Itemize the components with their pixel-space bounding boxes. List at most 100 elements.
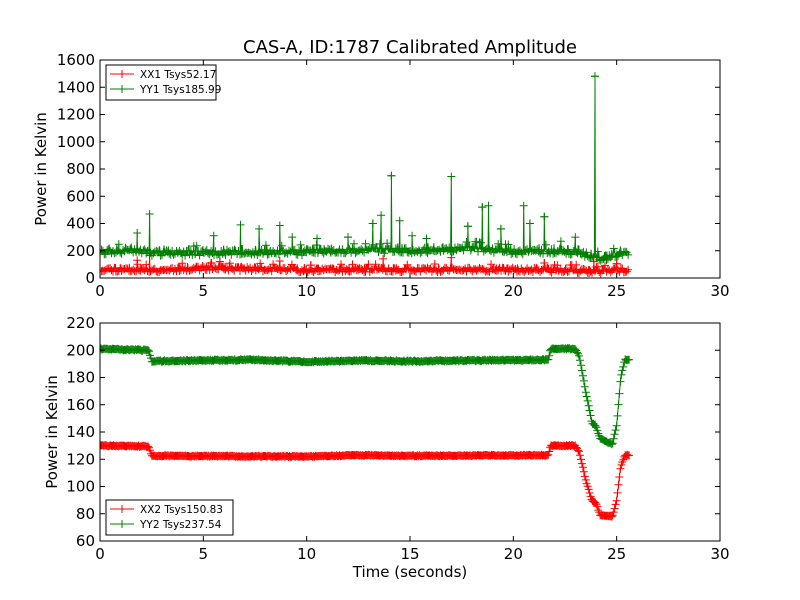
top-legend-marker-yy1 — [118, 85, 126, 93]
data-point-yy2 — [612, 421, 621, 430]
data-point-yy2 — [145, 347, 154, 356]
data-point-yy1 — [375, 239, 384, 248]
y-tick-label: 220 — [66, 314, 95, 332]
data-point-yy2 — [144, 346, 153, 355]
data-point-yy1 — [448, 248, 457, 257]
data-point-xx2 — [607, 512, 616, 521]
top-plot-area — [100, 72, 633, 278]
data-point-yy2 — [613, 411, 622, 420]
top-legend-marker-xx1 — [118, 70, 126, 78]
data-point-xx1 — [403, 260, 412, 269]
spike-point-yy1 — [387, 171, 396, 180]
data-point-yy1 — [296, 240, 305, 249]
x-tick-label: 10 — [297, 282, 316, 300]
data-point-yy1 — [114, 240, 123, 249]
data-point-yy2 — [577, 361, 585, 370]
top-axis-ticks: 0 5 10 15 20 25 30 0 200 400 600 800 1000 1200 1400 160… — [57, 51, 730, 300]
data-point-yy2 — [582, 392, 591, 401]
y-tick-label: 200 — [66, 341, 95, 359]
spike-point-yy1 — [344, 233, 352, 242]
data-point-yy1 — [469, 243, 478, 252]
x-tick-label: 5 — [199, 545, 209, 563]
data-point-yy1 — [476, 238, 485, 247]
data-point-yy2 — [578, 371, 587, 380]
data-point-yy1 — [609, 244, 618, 253]
data-point-yy1 — [202, 245, 211, 254]
bottom-axis-ticks: 0 5 10 15 20 25 30 60 80 100 120 140 160 180 200 220 — [66, 314, 729, 563]
data-point-xx2 — [580, 472, 589, 481]
data-point-yy1 — [563, 245, 572, 254]
spike-point-yy1 — [422, 234, 431, 243]
data-point-xx2 — [615, 473, 624, 481]
x-tick-label: 15 — [400, 282, 419, 300]
data-point-xx2 — [613, 488, 622, 497]
data-point-yy2 — [571, 345, 580, 354]
data-point-yy1 — [593, 247, 602, 256]
data-point-yy2 — [575, 351, 583, 360]
data-point-yy1 — [383, 239, 392, 248]
spike-point-xx1 — [612, 259, 621, 268]
data-point-yy2 — [614, 400, 623, 409]
data-point-yy1 — [260, 245, 269, 254]
y-tick-label: 400 — [66, 215, 95, 233]
data-point-xx2 — [612, 496, 621, 505]
data-point-yy1 — [498, 247, 507, 256]
data-point-yy2 — [617, 370, 626, 379]
data-point-yy1 — [602, 256, 611, 264]
data-point-xx2 — [581, 475, 590, 484]
top-legend: XX1 Tsys52.17 YY1 Tsys185.99 — [105, 64, 221, 101]
bottom-legend-marker-xx2 — [118, 505, 126, 513]
data-point-xx1 — [622, 267, 631, 276]
data-point-yy2 — [608, 439, 617, 448]
data-point-xx1 — [624, 265, 633, 274]
data-point-yy1 — [420, 243, 429, 252]
x-tick-label: 20 — [504, 545, 523, 563]
data-point-xx1 — [593, 262, 602, 271]
data-point-yy1 — [541, 240, 550, 249]
y-tick-label: 1400 — [57, 78, 95, 96]
series-markers-yy1 — [100, 72, 633, 265]
data-point-xx1 — [334, 266, 343, 275]
y-tick-label: 1200 — [57, 106, 95, 124]
spike-point-yy1 — [133, 229, 142, 237]
data-point-xx2 — [577, 459, 586, 468]
spike-point-yy1 — [519, 201, 528, 210]
data-point-xx1 — [547, 268, 556, 277]
y-tick-label: 100 — [66, 478, 95, 496]
data-point-yy2 — [607, 440, 616, 449]
data-point-xx2 — [576, 451, 584, 460]
spike-point-yy1 — [368, 219, 377, 228]
spike-point-xx1 — [379, 254, 388, 263]
data-point-yy2 — [610, 430, 619, 439]
data-point-yy2 — [545, 351, 554, 360]
spike-point-yy1 — [540, 212, 549, 221]
data-point-xx2 — [584, 485, 593, 494]
spike-point-yy1 — [408, 231, 417, 240]
data-point-xx2 — [575, 447, 583, 456]
series-line-yy1 — [100, 76, 630, 261]
data-point-yy2 — [572, 346, 581, 355]
spike-point-xx1 — [540, 259, 549, 267]
y-tick-label: 800 — [66, 160, 95, 178]
data-point-yy2 — [579, 376, 588, 385]
spike-point-xx1 — [447, 253, 456, 262]
y-tick-label: 60 — [76, 532, 95, 550]
data-point-yy1 — [494, 239, 503, 248]
data-point-xx1 — [139, 265, 148, 274]
spike-point-xx1 — [133, 256, 142, 265]
spike-point-yy1 — [145, 210, 154, 218]
spike-point-xx1 — [207, 259, 216, 267]
bottom-y-axis-label: Power in Kelvin — [43, 375, 61, 489]
data-point-yy2 — [619, 362, 628, 371]
bottom-legend-label-xx2: XX2 Tsys150.83 — [140, 504, 223, 516]
data-point-yy1 — [567, 250, 576, 259]
data-point-xx1 — [225, 259, 234, 268]
data-point-xx2 — [611, 500, 620, 509]
data-point-yy1 — [380, 249, 389, 258]
spike-point-yy1 — [447, 172, 456, 181]
data-point-yy1 — [401, 244, 410, 253]
top-y-axis-label: Power in Kelvin — [32, 112, 50, 226]
data-point-yy1 — [192, 241, 201, 250]
data-point-xx1 — [487, 260, 495, 269]
x-tick-label: 0 — [95, 545, 105, 563]
